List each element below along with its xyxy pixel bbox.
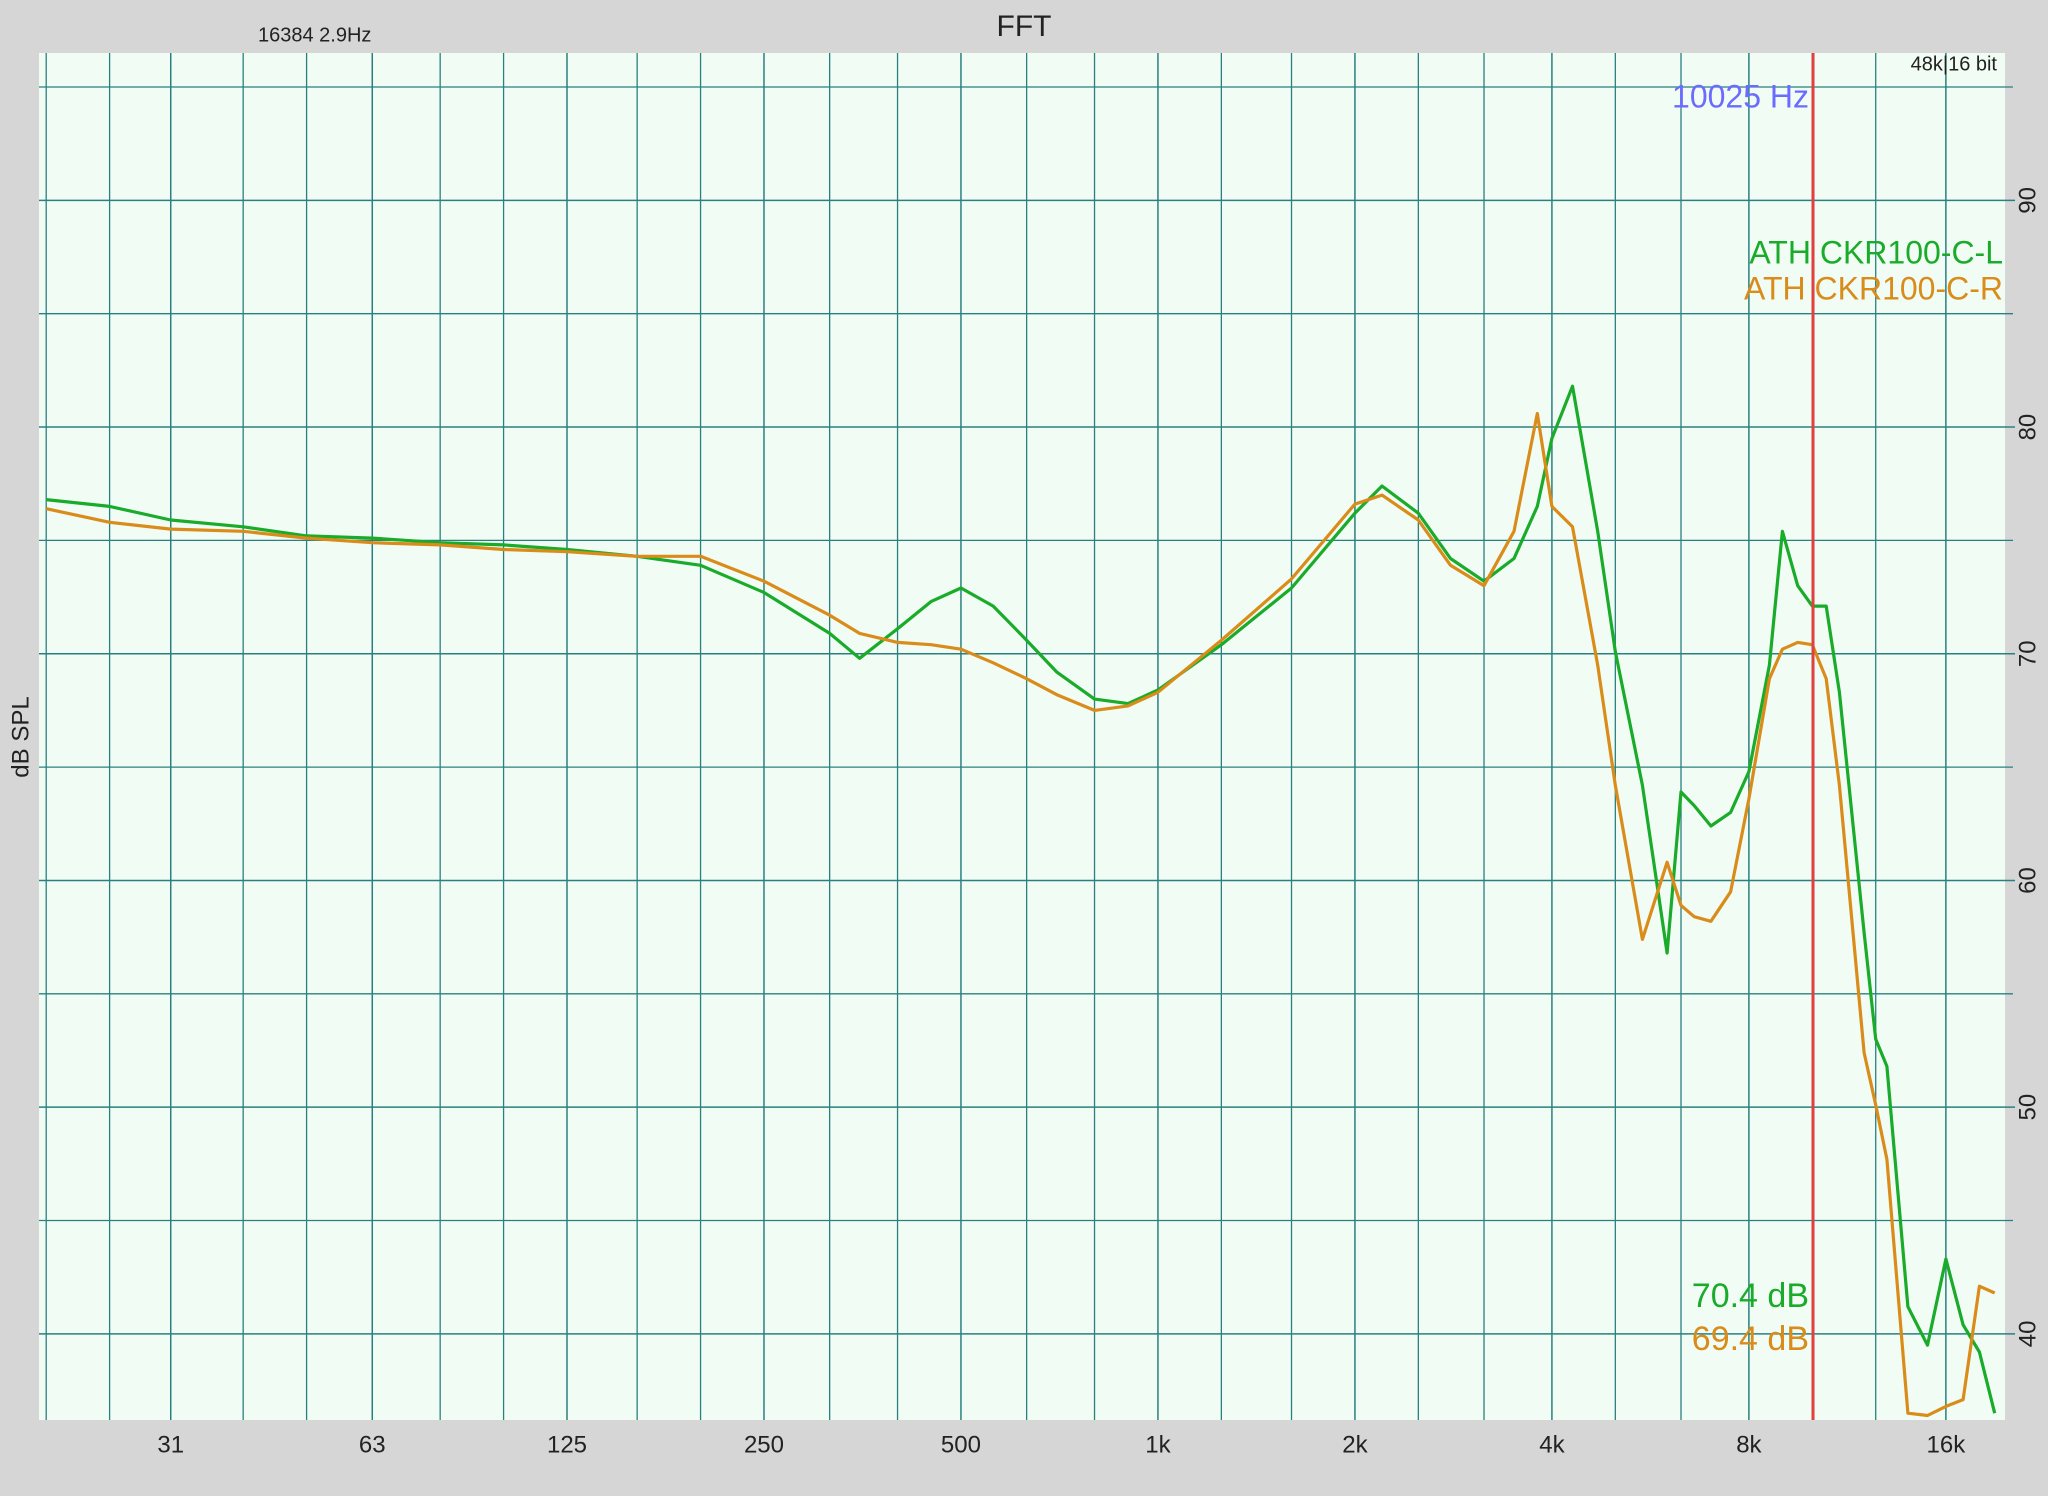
y-tick-label: 70	[2014, 640, 2041, 667]
x-tick-label: 125	[547, 1431, 587, 1458]
y-tick-label: 40	[2014, 1321, 2041, 1348]
plot-area	[39, 53, 2005, 1420]
legend-entry: ATH CKR100-C-L	[1749, 234, 2003, 270]
series-line	[46, 384, 1997, 1414]
x-tick-label: 500	[941, 1431, 981, 1458]
info-left: 16384 2.9Hz	[258, 24, 371, 46]
cursor-readout: 69.4 dB	[1692, 1320, 1809, 1358]
x-tick-label: 8k	[1736, 1431, 1762, 1458]
y-tick-label: 50	[2014, 1094, 2041, 1121]
x-tick-label: 63	[359, 1431, 386, 1458]
cursor-label: 10025 Hz	[1672, 78, 1809, 114]
y-tick-label: 80	[2014, 414, 2041, 441]
x-tick-label: 16k	[1927, 1431, 1967, 1458]
y-tick-label: 90	[2014, 187, 2041, 214]
x-tick-label: 31	[157, 1431, 184, 1458]
x-tick-label: 2k	[1342, 1431, 1368, 1458]
y-tick-label: 60	[2014, 867, 2041, 894]
y-axis-label: dB SPL	[7, 696, 34, 777]
info-right: 48k|16 bit	[1911, 53, 1998, 75]
chart-title: FFT	[997, 10, 1052, 43]
x-tick-label: 4k	[1539, 1431, 1565, 1458]
series-line	[45, 411, 1996, 1418]
x-tick-label: 250	[744, 1431, 784, 1458]
series-layer	[45, 384, 1997, 1418]
cursor-readout: 70.4 dB	[1692, 1277, 1809, 1315]
legend-entry: ATH CKR100-C-R	[1744, 270, 2003, 306]
x-tick-label: 1k	[1145, 1431, 1171, 1458]
